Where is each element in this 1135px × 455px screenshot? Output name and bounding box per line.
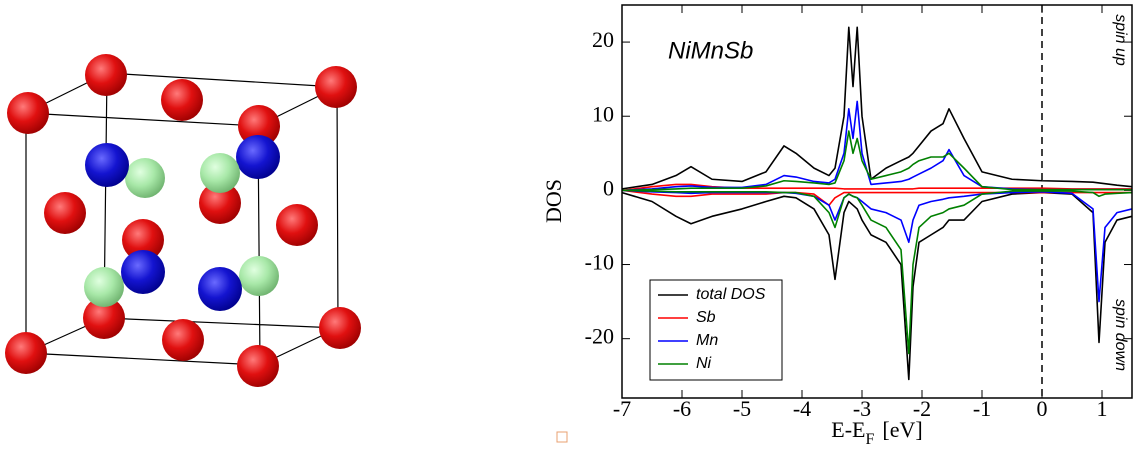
y-tick-label: -10 [585, 250, 614, 275]
x-axis-label-sub: F [865, 431, 874, 448]
x-tick-label: -4 [793, 396, 811, 421]
legend-label: Mn [696, 332, 718, 349]
series-line [621, 189, 1133, 355]
x-axis-label-text: E-E [831, 417, 865, 442]
x-tick-label: -5 [733, 396, 751, 421]
plot-frame [621, 4, 1133, 399]
x-axis-label-unit: [eV] [882, 417, 922, 442]
legend-label: Sb [696, 309, 716, 326]
y-axis-label: DOS [541, 179, 566, 223]
legend-label: Ni [696, 355, 712, 372]
y-tick-label: -20 [585, 324, 614, 349]
y-tick-label: 20 [592, 27, 614, 52]
y-tick-label: 10 [592, 101, 614, 126]
atoms [5, 54, 361, 387]
x-tick-label: -2 [913, 396, 931, 421]
series-line [621, 183, 1132, 192]
series-line [621, 26, 1133, 190]
icon [556, 431, 568, 443]
x-tick-label: -6 [673, 396, 691, 421]
x-tick-label: -1 [973, 396, 991, 421]
x-tick-label: 0 [1037, 396, 1048, 421]
x-tick-label: 1 [1097, 396, 1108, 421]
annotation: spin down [1112, 299, 1129, 371]
annotation: spin up [1112, 14, 1129, 66]
series-line [621, 130, 1132, 192]
y-tick-label: 0 [603, 175, 614, 200]
x-tick-label: -7 [613, 396, 631, 421]
x-axis-label: E-EF [eV] [831, 417, 922, 448]
legend-label: total DOS [696, 286, 766, 303]
chart-title: NiMnSb [668, 37, 753, 64]
x-tick-label: -3 [853, 396, 871, 421]
